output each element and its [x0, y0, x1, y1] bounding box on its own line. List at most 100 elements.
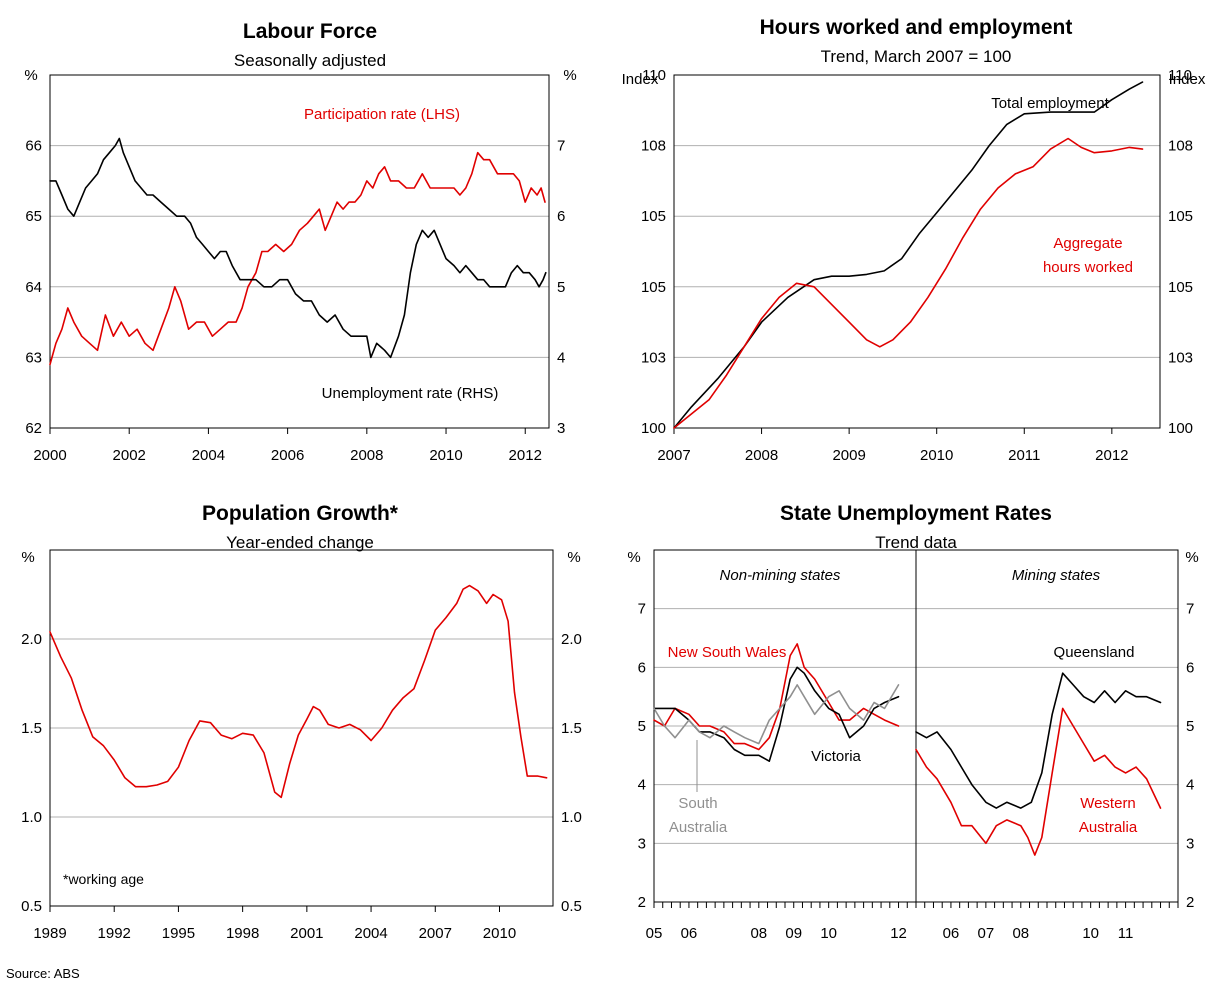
x-tick-label: 2000	[33, 447, 66, 464]
chart-subtitle: Trend data	[875, 533, 957, 552]
series-label-sa-line1: South	[678, 795, 717, 812]
x-tick-label: 2012	[1095, 447, 1128, 464]
y-tick-left: 65	[25, 208, 42, 225]
y-tick-left: 62	[25, 420, 42, 437]
x-tick-label: 07	[978, 925, 995, 942]
x-tick-label: 09	[785, 925, 802, 942]
y-tick-right: 1.0	[561, 809, 582, 826]
series-group	[653, 643, 1162, 856]
series-label-sa-line2: Australia	[669, 819, 728, 836]
x-tick-label: 2012	[509, 447, 542, 464]
x-tick-label: 2007	[657, 447, 690, 464]
y-tick-right: 110	[1168, 67, 1192, 84]
x-tick-label: 1998	[226, 925, 259, 942]
chart-subtitle: Trend, March 2007 = 100	[821, 47, 1012, 66]
source-note: Source: ABS	[6, 966, 80, 981]
series-label-wa-line1: Western	[1080, 795, 1136, 812]
chart-labour-force: Labour Force Seasonally adjusted % % 626…	[24, 20, 576, 464]
chart-subtitle: Year-ended change	[226, 533, 374, 552]
footnote: *working age	[63, 871, 144, 887]
y-tick-left: 105	[641, 208, 666, 225]
right-axis-unit: %	[563, 67, 576, 84]
x-tick-label: 2007	[419, 925, 452, 942]
y-tick-left: 1.0	[21, 809, 42, 826]
y-tick-left: 100	[641, 420, 666, 437]
y-tick-right: 4	[557, 349, 565, 366]
x-tick-label: 10	[820, 925, 837, 942]
x-tick-label: 11	[1118, 925, 1134, 942]
series-line-1	[673, 137, 1144, 429]
y-tick-left: 4	[638, 777, 646, 794]
x-tick-label: 08	[1012, 925, 1029, 942]
chart-state-unemployment: State Unemployment Rates Trend data % % …	[627, 502, 1198, 942]
y-tick-left: 2	[638, 894, 646, 911]
y-tick-left: 0.5	[21, 898, 42, 915]
x-tick-label: 1989	[33, 925, 66, 942]
chart-title: Hours worked and employment	[760, 16, 1073, 39]
chart-title: Population Growth*	[202, 502, 399, 525]
y-tick-right: 105	[1168, 279, 1193, 296]
series-group	[49, 137, 547, 366]
series-line-0	[49, 151, 546, 366]
y-tick-left: 103	[641, 349, 666, 366]
y-tick-right: 5	[557, 279, 565, 296]
y-tick-right: 7	[1186, 601, 1194, 618]
series-label-participation: Participation rate (LHS)	[304, 106, 460, 123]
series-label-vic: Victoria	[811, 748, 861, 765]
y-tick-left: 1.5	[21, 720, 42, 737]
series-label-total-employment: Total employment	[991, 95, 1109, 112]
right-axis-unit: %	[567, 549, 580, 566]
plot-frame	[673, 74, 1161, 429]
plot-frame	[49, 74, 550, 429]
series-label-unemployment: Unemployment rate (RHS)	[322, 385, 499, 402]
chart-subtitle: Seasonally adjusted	[234, 51, 386, 70]
x-tick-label: 2004	[192, 447, 225, 464]
series-line-p0-2	[653, 684, 900, 745]
y-tick-right: 2.0	[561, 631, 582, 648]
x-tick-label: 2010	[920, 447, 953, 464]
y-tick-right: 5	[1186, 718, 1194, 735]
y-tick-right: 1.5	[561, 720, 582, 737]
series-label-hours-line2: hours worked	[1043, 259, 1133, 276]
x-tick-label: 12	[890, 925, 907, 942]
y-tick-right: 108	[1168, 138, 1193, 155]
chart-population-growth: Population Growth* Year-ended change % %…	[21, 502, 582, 942]
y-tick-left: 110	[642, 67, 666, 84]
y-tick-left: 6	[638, 659, 646, 676]
axes-group: 100 103 105 105 108 110 100 103 105 105 108 110 2007…	[641, 67, 1193, 464]
series-label-hours-line1: Aggregate	[1053, 235, 1122, 252]
y-tick-right: 103	[1168, 349, 1193, 366]
y-tick-left: 108	[641, 138, 666, 155]
x-tick-label: 08	[750, 925, 767, 942]
x-tick-label: 2009	[832, 447, 865, 464]
y-tick-left: 66	[25, 138, 42, 155]
panel-label-mining: Mining states	[1012, 567, 1101, 584]
x-tick-label: 2008	[745, 447, 778, 464]
y-tick-right: 6	[1186, 659, 1194, 676]
series-group	[673, 81, 1144, 429]
left-axis-unit: %	[21, 549, 34, 566]
series-group	[49, 584, 548, 799]
x-tick-label: 05	[646, 925, 663, 942]
chart-title: State Unemployment Rates	[780, 502, 1052, 525]
x-tick-label: 2002	[113, 447, 146, 464]
y-tick-right: 100	[1168, 420, 1193, 437]
x-tick-label: 1992	[98, 925, 131, 942]
series-line-1	[49, 137, 547, 359]
x-tick-label: 2010	[429, 447, 462, 464]
axes-group: 62 63 64 65 66 3 4 5 6 7 2000 2002 2004 2006 2008 2010 2…	[25, 74, 565, 464]
x-tick-label: 1995	[162, 925, 195, 942]
x-tick-label: 2001	[290, 925, 323, 942]
x-tick-label: 06	[943, 925, 960, 942]
y-tick-right: 6	[557, 208, 565, 225]
panel-label-non-mining: Non-mining states	[720, 567, 841, 584]
y-tick-right: 7	[557, 138, 565, 155]
series-line-0	[49, 584, 548, 799]
x-tick-label: 2004	[354, 925, 387, 942]
y-tick-left: 7	[638, 601, 646, 618]
x-tick-label: 2006	[271, 447, 304, 464]
y-tick-right: 4	[1186, 777, 1194, 794]
axes-group: 2 3 4 5 6 7 2 3 4 5 6 7 05 06 08 09 10 12 06 07 08 10 11	[638, 549, 1194, 942]
y-tick-left: 3	[638, 835, 646, 852]
